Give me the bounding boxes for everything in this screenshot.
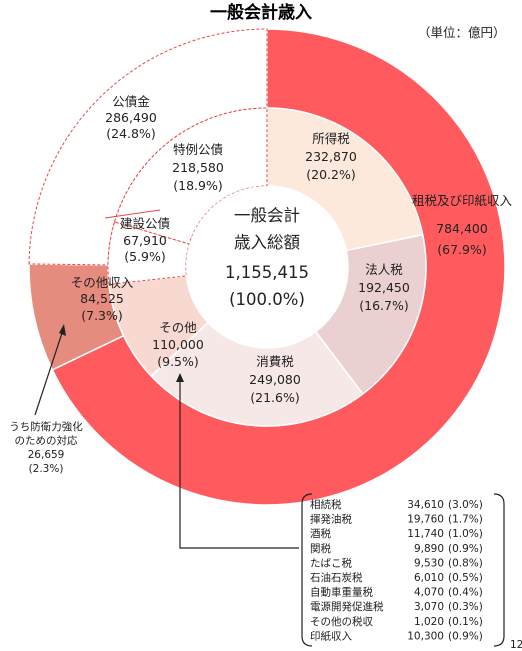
other-tax-name-1: 揮発油税 [310, 513, 352, 526]
label-sonota-value: 110,000 [152, 337, 204, 352]
other-tax-pct-0: (3.0%) [448, 499, 483, 511]
outer-ring [28, 28, 506, 506]
other-tax-value-1: 19,760 [407, 514, 444, 526]
other-tax-value-6: 4,070 [414, 587, 444, 599]
label-sonota-shunyu-name: その他収入 [71, 275, 134, 290]
other-tax-name-3: 関税 [310, 542, 331, 555]
center-total: 1,155,415 [225, 263, 309, 282]
other-tax-pct-8: (0.1%) [448, 616, 483, 628]
label-hojin-pct: (16.7%) [359, 298, 408, 313]
label-sonota-name: その他 [159, 320, 197, 335]
leader-line-0 [104, 209, 161, 219]
table-left-brace [301, 493, 313, 647]
other-tax-value-3: 9,890 [414, 543, 444, 555]
other-tax-table: 相続税 34,610 (3.0%) 揮発油税 19,760 (1.7%) 酒税 11,740 (… [310, 498, 483, 642]
other-tax-name-5: 石油石炭税 [310, 571, 363, 584]
label-sozei-name: 租税及び印紙収入 [412, 193, 513, 208]
other-tax-value-0: 34,610 [407, 499, 444, 511]
label-shohi-value: 249,080 [249, 372, 301, 387]
label-tokurei-pct: (18.9%) [173, 178, 222, 193]
other-tax-name-6: 自動車重量税 [310, 586, 373, 599]
other-tax-pct-9: (0.9%) [448, 630, 483, 642]
unit-label: （単位：億円） [418, 25, 506, 40]
label-shotoku-name: 所得税 [312, 131, 350, 146]
other-tax-name-8: その他の税収 [310, 615, 373, 628]
annotation-pct: (2.3%) [29, 463, 64, 475]
label-hojin-name: 法人税 [365, 262, 403, 277]
other-tax-pct-1: (1.7%) [448, 514, 483, 526]
label-kensetsu-value: 67,910 [123, 233, 167, 248]
center-pct: (100.0%) [229, 290, 305, 309]
other-tax-value-7: 3,070 [414, 601, 444, 613]
label-koksaikin-name: 公債金 [112, 94, 150, 109]
inner-ring [104, 107, 427, 427]
center-line1: 一般会計 [234, 206, 300, 225]
label-tokurei-value: 218,580 [172, 160, 224, 175]
label-sonota-pct: (9.5%) [157, 354, 199, 369]
chart-title: 一般会計歳入 [210, 2, 312, 23]
center-disc [186, 186, 348, 348]
label-kensetsu-name: 建設公債 [120, 216, 170, 231]
other-tax-name-2: 酒税 [310, 527, 331, 540]
other-tax-connector-arrowhead [176, 373, 184, 382]
label-sozei-value: 784,400 [436, 221, 488, 236]
annotation-arrow [34, 326, 65, 416]
other-tax-name-0: 相続税 [310, 498, 342, 511]
page-number: 12 [510, 639, 522, 651]
other-tax-pct-6: (0.4%) [448, 587, 483, 599]
table-right-brace [493, 493, 505, 647]
annotation-arrowhead [59, 324, 66, 336]
other-tax-connector [179, 378, 299, 549]
other-tax-value-4: 9,530 [414, 557, 444, 569]
label-koksaikin-value: 286,490 [105, 110, 157, 125]
other-tax-pct-4: (0.8%) [448, 557, 483, 569]
annotation-line2: のための対応 [15, 434, 78, 447]
other-tax-pct-5: (0.5%) [448, 572, 483, 584]
label-tokurei-name: 特例公債 [173, 142, 223, 157]
other-tax-name-9: 印紙収入 [310, 629, 352, 642]
label-shohi-name: 消費税 [256, 354, 294, 369]
label-koksaikin-pct: (24.8%) [106, 126, 155, 141]
other-tax-value-5: 6,010 [414, 572, 444, 584]
other-tax-pct-3: (0.9%) [448, 543, 483, 555]
label-sozei-pct: (67.9%) [437, 242, 486, 257]
other-tax-value-2: 11,740 [407, 528, 444, 540]
annotation-value: 26,659 [28, 449, 65, 461]
label-shotoku-pct: (20.2%) [306, 167, 355, 182]
label-sonota-shunyu-pct: (7.3%) [81, 308, 123, 323]
label-kensetsu-pct: (5.9%) [124, 249, 166, 264]
label-hojin-value: 192,450 [358, 280, 410, 295]
label-shotoku-value: 232,870 [305, 149, 357, 164]
other-tax-value-9: 10,300 [407, 630, 444, 642]
label-shohi-pct: (21.6%) [250, 390, 299, 405]
other-tax-pct-7: (0.3%) [448, 601, 483, 613]
other-tax-value-8: 1,020 [414, 616, 444, 628]
other-tax-name-4: たばこ税 [310, 556, 352, 569]
annotation-line1: うち防衛力強化 [9, 420, 83, 433]
label-sonota-shunyu-value: 84,525 [80, 291, 124, 306]
other-tax-pct-2: (1.0%) [448, 528, 483, 540]
center-line2: 歳入総額 [234, 233, 300, 252]
other-tax-name-7: 電源開発促進税 [310, 600, 384, 613]
